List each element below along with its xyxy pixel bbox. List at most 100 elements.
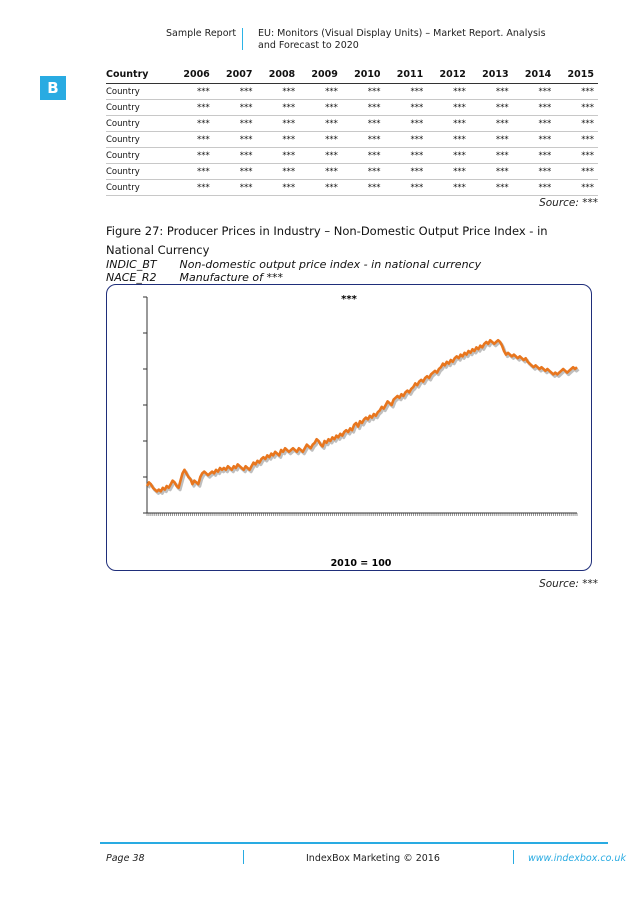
- value-cell: ***: [256, 147, 300, 164]
- table-row: Country *** *** *** *** *** *** *** *** *** ***: [106, 83, 598, 100]
- table-row: Country *** *** *** *** *** *** *** *** *** ***: [106, 99, 598, 116]
- value-cell: ***: [171, 83, 214, 100]
- value-cell: ***: [171, 131, 214, 148]
- value-cell: ***: [299, 83, 342, 100]
- value-cell: ***: [555, 163, 598, 180]
- value-cell: ***: [256, 163, 300, 180]
- x-axis-label: 2010 = 100: [331, 558, 392, 569]
- value-cell: ***: [384, 83, 428, 100]
- data-table: Country 2006 2007 2008 2009 2010 2011 2012 2013 2…: [106, 65, 598, 196]
- value-cell: ***: [299, 147, 342, 164]
- column-header-year: 2014: [512, 65, 556, 84]
- table-row: Country *** *** *** *** *** *** *** *** *** ***: [106, 115, 598, 132]
- value-cell: ***: [256, 83, 300, 100]
- value-cell: ***: [171, 179, 214, 196]
- value-cell: ***: [299, 99, 342, 116]
- value-cell: ***: [341, 131, 385, 148]
- value-cell: ***: [469, 115, 513, 132]
- header-separator: [242, 28, 243, 50]
- meta-code: INDIC_BT: [106, 258, 157, 271]
- country-cell: Country: [106, 115, 172, 132]
- value-cell: ***: [555, 99, 598, 116]
- footer-separator: [243, 850, 244, 864]
- value-cell: ***: [555, 115, 598, 132]
- value-cell: ***: [384, 115, 428, 132]
- value-cell: ***: [469, 99, 513, 116]
- value-cell: ***: [213, 147, 257, 164]
- indexbox-logo: B: [40, 76, 66, 100]
- value-cell: ***: [469, 131, 513, 148]
- value-cell: ***: [341, 179, 385, 196]
- value-cell: ***: [384, 179, 428, 196]
- column-header-year: 2009: [299, 65, 342, 84]
- value-cell: ***: [469, 163, 513, 180]
- value-cell: ***: [427, 147, 470, 164]
- table-header-row: Country 2006 2007 2008 2009 2010 2011 2012 2013 2…: [106, 65, 598, 84]
- value-cell: ***: [469, 83, 513, 100]
- value-cell: ***: [256, 179, 300, 196]
- column-header-year: 2010: [341, 65, 385, 84]
- table-row: Country *** *** *** *** *** *** *** *** *** ***: [106, 147, 598, 164]
- meta-code: NACE_R2: [106, 271, 157, 284]
- value-cell: ***: [512, 147, 556, 164]
- figure-meta-row: NACE_R2 Manufacture of ***: [106, 271, 283, 284]
- website-link[interactable]: www.indexbox.co.uk: [528, 853, 626, 864]
- value-cell: ***: [512, 83, 556, 100]
- table-row: Country *** *** *** *** *** *** *** *** *** ***: [106, 131, 598, 148]
- figure-title: Figure 27: Producer Prices in Industry –…: [106, 224, 548, 257]
- value-cell: ***: [213, 115, 257, 132]
- value-cell: ***: [341, 83, 385, 100]
- column-header-year: 2013: [469, 65, 513, 84]
- value-cell: ***: [512, 163, 556, 180]
- value-cell: ***: [171, 99, 214, 116]
- meta-description: Manufacture of ***: [179, 271, 284, 284]
- value-cell: ***: [427, 83, 470, 100]
- value-cell: ***: [299, 163, 342, 180]
- column-header-year: 2012: [427, 65, 470, 84]
- value-cell: ***: [427, 115, 470, 132]
- value-cell: ***: [213, 131, 257, 148]
- value-cell: ***: [384, 163, 428, 180]
- value-cell: ***: [555, 147, 598, 164]
- value-cell: ***: [555, 131, 598, 148]
- column-header-year: 2011: [384, 65, 428, 84]
- price-index-chart: *** 2010 = 100: [143, 294, 580, 569]
- value-cell: ***: [512, 115, 556, 132]
- value-cell: ***: [469, 179, 513, 196]
- value-cell: ***: [555, 179, 598, 196]
- column-header-year: 2015: [555, 65, 598, 84]
- column-header-year: 2008: [256, 65, 300, 84]
- page-number: Page 38: [106, 853, 145, 864]
- country-cell: Country: [106, 83, 172, 100]
- value-cell: ***: [341, 115, 385, 132]
- header-report-type: Sample Report: [166, 28, 237, 39]
- value-cell: ***: [341, 99, 385, 116]
- value-cell: ***: [213, 99, 257, 116]
- value-cell: ***: [213, 179, 257, 196]
- value-cell: ***: [384, 147, 428, 164]
- country-cell: Country: [106, 163, 172, 180]
- value-cell: ***: [427, 163, 470, 180]
- table-source: Source: ***: [539, 197, 598, 209]
- value-cell: ***: [256, 99, 300, 116]
- footer-divider: [100, 842, 608, 844]
- chart-frame: *** 2010 = 100: [106, 284, 592, 571]
- column-header-country: Country: [106, 65, 172, 84]
- value-cell: ***: [171, 163, 214, 180]
- value-cell: ***: [213, 83, 257, 100]
- value-cell: ***: [256, 115, 300, 132]
- table-row: Country *** *** *** *** *** *** *** *** *** ***: [106, 163, 598, 180]
- value-cell: ***: [384, 131, 428, 148]
- footer-separator: [513, 850, 514, 864]
- country-cell: Country: [106, 179, 172, 196]
- value-cell: ***: [427, 179, 470, 196]
- value-cell: ***: [341, 163, 385, 180]
- country-cell: Country: [106, 99, 172, 116]
- meta-description: Non-domestic output price index - in nat…: [179, 258, 482, 271]
- value-cell: ***: [555, 83, 598, 100]
- series-line: [145, 338, 578, 493]
- value-cell: ***: [427, 131, 470, 148]
- value-cell: ***: [171, 147, 214, 164]
- country-cell: Country: [106, 131, 172, 148]
- value-cell: ***: [384, 99, 428, 116]
